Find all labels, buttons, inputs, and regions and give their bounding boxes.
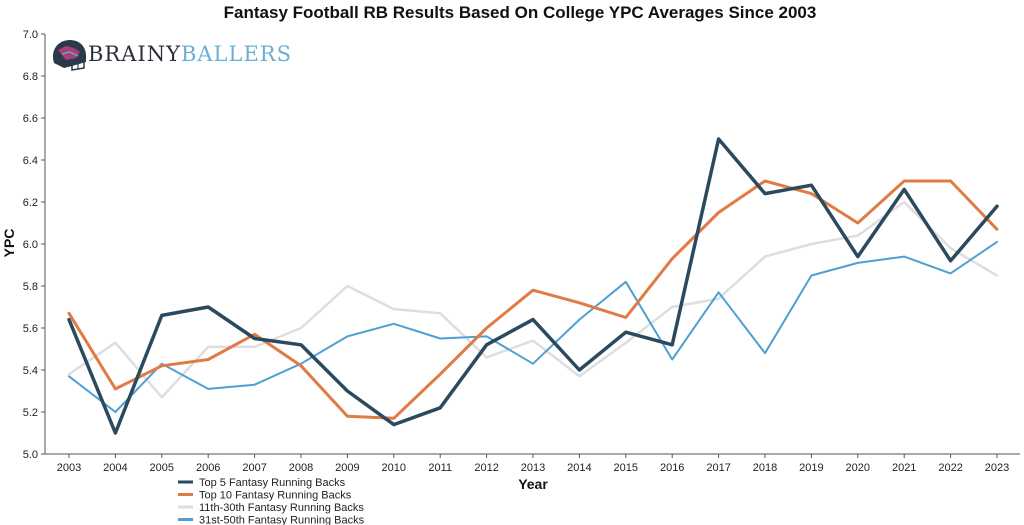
y-tick-label: 5.0 (23, 449, 38, 461)
y-tick-label: 6.8 (23, 71, 38, 83)
x-tick-label: 2008 (289, 462, 313, 474)
x-tick-label: 2015 (614, 462, 638, 474)
y-tick-label: 6.0 (23, 239, 38, 251)
y-tick-label: 5.4 (23, 365, 38, 377)
logo: BRAINYBALLERS (52, 40, 292, 71)
series-lines (67, 137, 999, 435)
helmet-icon (52, 40, 86, 71)
y-tick-label: 6.2 (23, 197, 38, 209)
x-tick-label: 2020 (846, 462, 870, 474)
x-tick-label: 2005 (150, 462, 174, 474)
series-line-1 (67, 137, 999, 435)
x-tick-label: 2023 (985, 462, 1009, 474)
y-axis-label: YPC (1, 229, 17, 258)
x-tick-label: 2014 (567, 462, 591, 474)
y-tick-label: 5.8 (23, 281, 38, 293)
y-tick-label: 7.0 (23, 29, 38, 41)
logo-ballers: BALLERS (181, 42, 292, 66)
x-tick-label: 2011 (428, 462, 452, 474)
series-line-3 (67, 200, 999, 399)
x-tick-label: 2016 (660, 462, 684, 474)
x-tick-label: 2018 (753, 462, 777, 474)
svg-text:BRAINYBALLERS: BRAINYBALLERS (88, 42, 292, 66)
axes (44, 34, 1020, 455)
x-tick-label: 2017 (706, 462, 730, 474)
legend-entry: Top 10 Fantasy Running Backs (199, 490, 352, 502)
chart-title: Fantasy Football RB Results Based On Col… (224, 3, 817, 22)
x-ticks: 2003 2004 2005 2006 2007 2008 2009 2010 2011 2012… (57, 454, 1009, 474)
x-tick-label: 2013 (521, 462, 545, 474)
y-ticks: 5.0 5.2 5.4 5.6 5.8 6.0 6.2 6.4 6.6 6.8 7.0 (23, 29, 45, 461)
x-tick-label: 2003 (57, 462, 81, 474)
y-tick-label: 5.6 (23, 323, 38, 335)
x-tick-label: 2007 (242, 462, 266, 474)
x-axis-label: Year (518, 476, 548, 492)
legend-entry: 31st-50th Fantasy Running Backs (199, 515, 365, 525)
y-tick-label: 5.2 (23, 407, 38, 419)
x-tick-label: 2010 (382, 462, 406, 474)
y-tick-label: 6.4 (23, 155, 38, 167)
x-tick-label: 2009 (335, 462, 359, 474)
x-tick-label: 2022 (938, 462, 962, 474)
y-tick-label: 6.6 (23, 113, 38, 125)
legend-entry: Top 5 Fantasy Running Backs (199, 477, 346, 489)
x-tick-label: 2021 (892, 462, 916, 474)
legend-entry: 11th-30th Fantasy Running Backs (199, 502, 364, 514)
logo-brainy: BRAINY (88, 42, 181, 66)
series-line-4 (68, 240, 998, 413)
x-tick-label: 2019 (799, 462, 823, 474)
x-tick-label: 2012 (474, 462, 498, 474)
x-tick-label: 2004 (103, 462, 127, 474)
x-tick-label: 2006 (196, 462, 220, 474)
series-line-2 (67, 179, 999, 420)
